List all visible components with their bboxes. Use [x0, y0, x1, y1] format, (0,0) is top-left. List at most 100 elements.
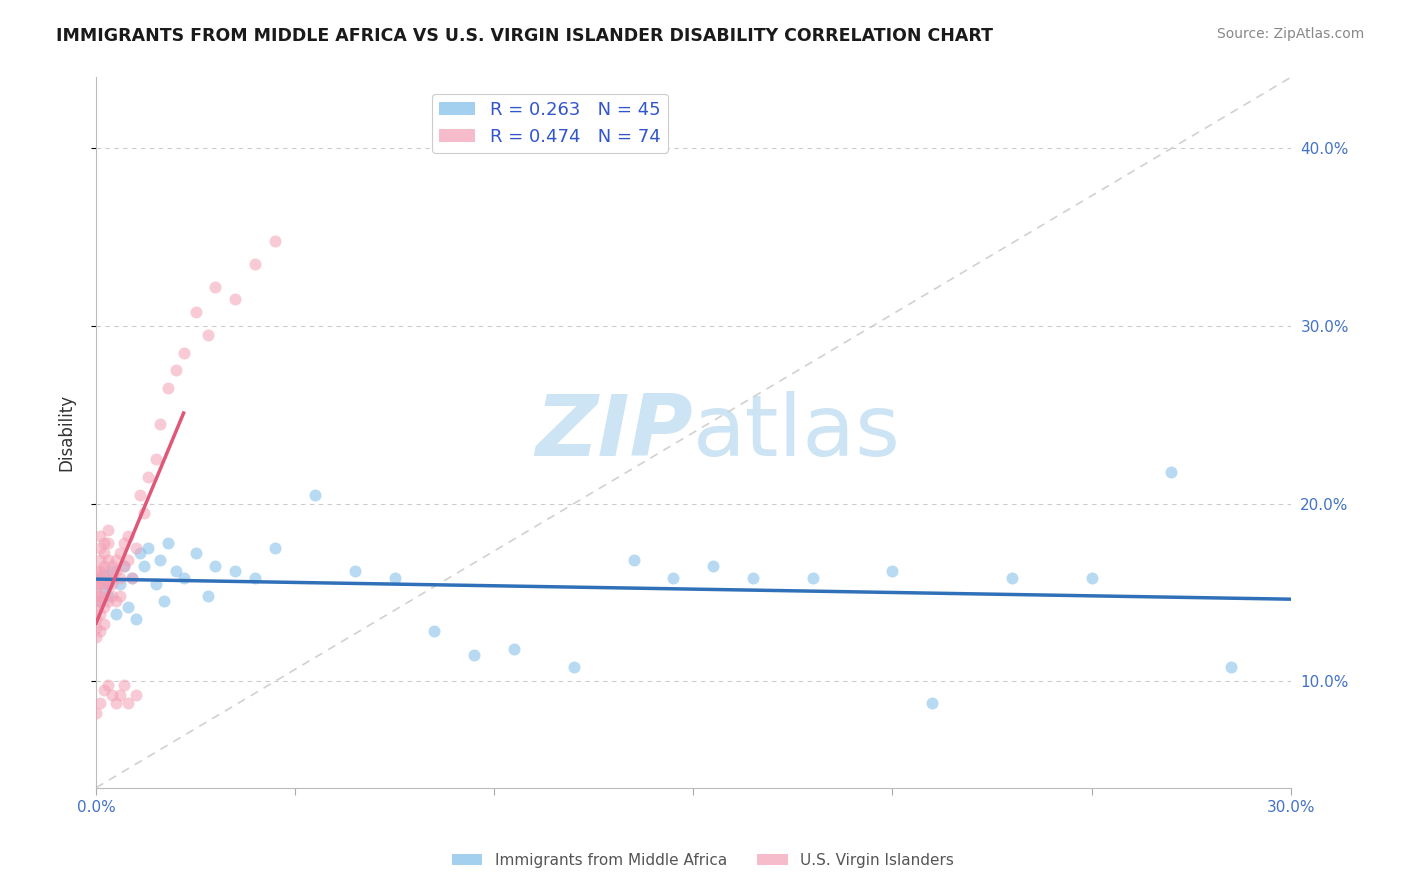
Point [463, 648, 485, 662]
Point [104, 696, 127, 710]
Legend: Immigrants from Middle Africa, U.S. Virgin Islanders: Immigrants from Middle Africa, U.S. Virg… [446, 847, 960, 873]
Text: IMMIGRANTS FROM MIDDLE AFRICA VS U.S. VIRGIN ISLANDER DISABILITY CORRELATION CHA: IMMIGRANTS FROM MIDDLE AFRICA VS U.S. VI… [56, 27, 993, 45]
Point [503, 642, 526, 657]
Y-axis label: Disability: Disability [58, 394, 75, 471]
Legend: R = 0.263   N = 45, R = 0.474   N = 74: R = 0.263 N = 45, R = 0.474 N = 74 [432, 94, 668, 153]
Point [93, 582, 115, 596]
Point [97, 576, 120, 591]
Point [117, 528, 139, 542]
Point [84, 603, 107, 617]
Point [84, 621, 107, 635]
Point [1080, 571, 1102, 585]
Point [84, 630, 107, 644]
Point [97, 576, 120, 591]
Point [149, 417, 172, 431]
Point [128, 488, 150, 502]
Point [104, 607, 127, 621]
Point [93, 683, 115, 698]
Point [89, 607, 111, 621]
Point [184, 305, 207, 319]
Point [112, 535, 135, 549]
Point [423, 624, 446, 639]
Point [89, 589, 111, 603]
Point [108, 589, 131, 603]
Point [801, 571, 824, 585]
Point [136, 541, 159, 555]
Point [132, 558, 155, 573]
Point [623, 553, 645, 567]
Point [97, 535, 120, 549]
Point [101, 689, 124, 703]
Point [101, 589, 124, 603]
Point [89, 594, 111, 608]
Point [204, 280, 226, 294]
Point [89, 624, 111, 639]
Point [882, 564, 904, 578]
Point [104, 564, 127, 578]
Point [97, 594, 120, 608]
Point [343, 564, 366, 578]
Point [84, 571, 107, 585]
Point [128, 546, 150, 560]
Point [245, 571, 267, 585]
Text: atlas: atlas [693, 391, 901, 474]
Point [89, 696, 111, 710]
Point [156, 381, 179, 395]
Point [84, 576, 107, 591]
Point [125, 541, 148, 555]
Point [165, 564, 187, 578]
Point [84, 582, 107, 596]
Point [89, 576, 111, 591]
Point [104, 553, 127, 567]
Point [121, 571, 143, 585]
Point [184, 546, 207, 560]
Point [136, 470, 159, 484]
Point [662, 571, 685, 585]
Point [156, 535, 179, 549]
Point [108, 576, 131, 591]
Point [304, 488, 326, 502]
Point [97, 571, 120, 585]
Point [84, 706, 107, 721]
Point [112, 558, 135, 573]
Point [93, 617, 115, 632]
Point [93, 564, 115, 578]
Point [93, 589, 115, 603]
Point [145, 452, 167, 467]
Point [224, 293, 246, 307]
Point [89, 528, 111, 542]
Point [112, 558, 135, 573]
Point [101, 558, 124, 573]
Point [125, 612, 148, 626]
Point [93, 567, 115, 582]
Point [89, 594, 111, 608]
Point [224, 564, 246, 578]
Point [84, 589, 107, 603]
Point [93, 558, 115, 573]
Point [101, 571, 124, 585]
Point [145, 576, 167, 591]
Point [173, 345, 195, 359]
Point [97, 678, 120, 692]
Point [125, 689, 148, 703]
Point [152, 594, 174, 608]
Point [104, 594, 127, 608]
Point [108, 546, 131, 560]
Point [562, 660, 585, 674]
Point [93, 576, 115, 591]
Point [264, 541, 287, 555]
Point [84, 612, 107, 626]
Point [97, 553, 120, 567]
Point [149, 553, 172, 567]
Point [97, 589, 120, 603]
Point [1160, 465, 1182, 479]
Text: ZIP: ZIP [536, 391, 693, 474]
Point [132, 506, 155, 520]
Point [204, 558, 226, 573]
Point [89, 553, 111, 567]
Point [93, 535, 115, 549]
Point [89, 564, 111, 578]
Point [245, 257, 267, 271]
Point [117, 553, 139, 567]
Point [93, 546, 115, 560]
